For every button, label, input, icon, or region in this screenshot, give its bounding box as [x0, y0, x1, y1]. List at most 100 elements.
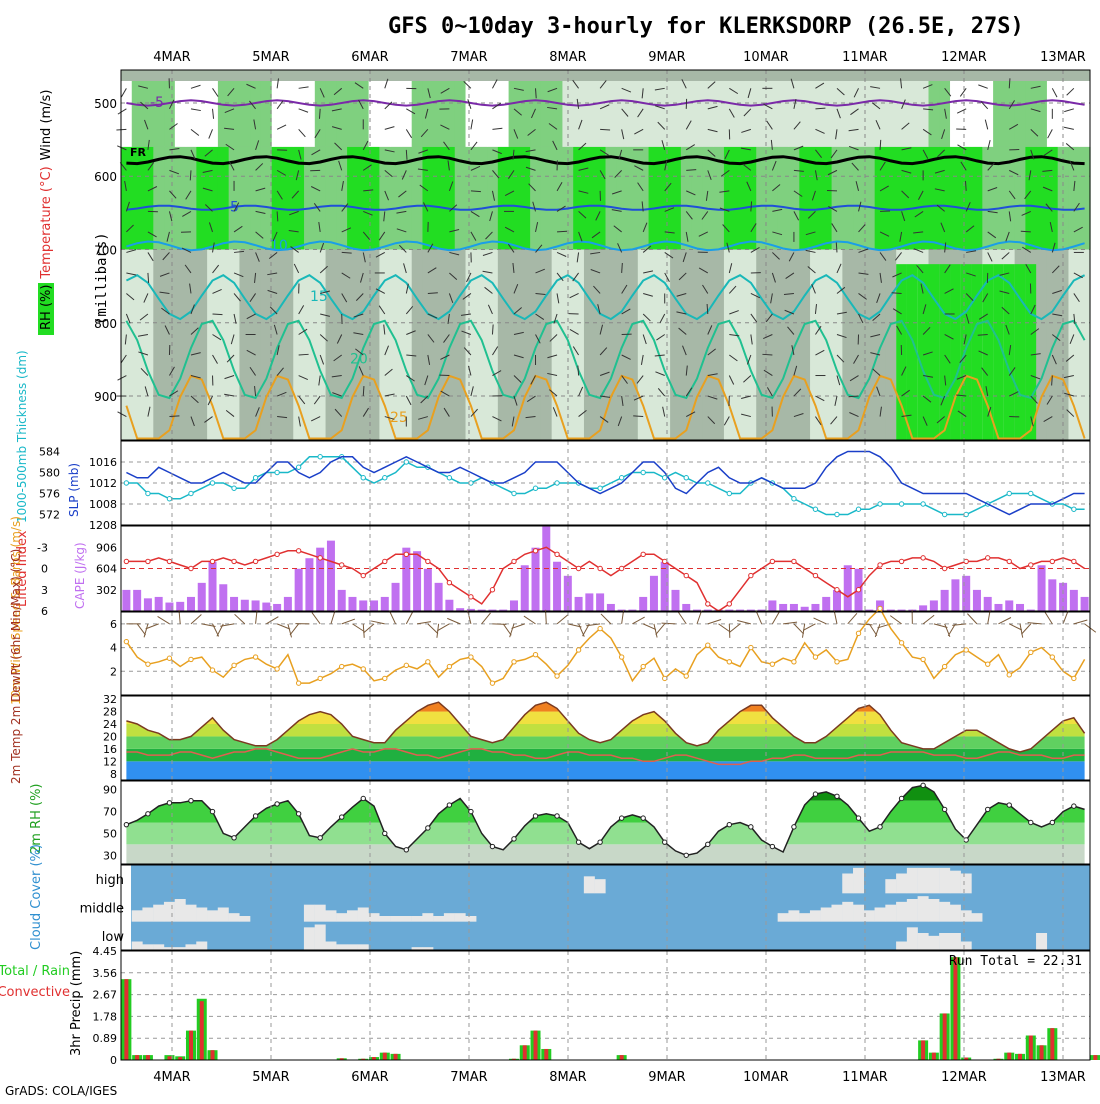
rh-line-marker [1029, 820, 1033, 824]
cape-bar [305, 558, 313, 611]
cape-bar [661, 562, 669, 611]
rh-patch [347, 81, 358, 147]
wind-speed-line-marker [1007, 673, 1011, 677]
cloud-cell [379, 916, 390, 922]
thickness-line-marker [921, 502, 925, 506]
rh-line-marker [275, 802, 279, 806]
precip-convective-bar [394, 1054, 398, 1060]
precip-convective-bar [1040, 1045, 1044, 1060]
cloud-cell [885, 879, 896, 893]
precip-ytick: 2.67 [93, 989, 118, 1002]
wind-barb-10m [406, 611, 413, 623]
rh-line-marker [361, 796, 365, 800]
cloud-cell [207, 910, 218, 921]
rh-patch [1015, 264, 1026, 440]
temp-ytick: 12 [103, 755, 117, 768]
cape-bar [327, 541, 335, 611]
cape-bar [359, 600, 367, 611]
thickness-line-marker [619, 476, 623, 480]
cloud-cell [347, 944, 358, 950]
rh-patch [961, 81, 972, 147]
bottom-date-label: 11MAR [842, 1070, 888, 1085]
rh-patch [1015, 81, 1026, 147]
lifted-index-line-marker [878, 563, 882, 567]
cloud-cell [961, 910, 972, 921]
rh-patch [455, 81, 466, 147]
cape-bar [252, 600, 260, 611]
bottom-date-label: 10MAR [743, 1070, 789, 1085]
cloud-cell [185, 944, 196, 950]
thickness-line-marker [684, 476, 688, 480]
rh-patch [229, 81, 240, 147]
wind-barb-10m [437, 624, 449, 631]
thickness-line-marker [813, 507, 817, 511]
precip-ytick: 0 [110, 1054, 117, 1067]
lifted-index-line-marker [296, 549, 300, 553]
wind-barb [492, 325, 493, 335]
wind-barb-10m [719, 624, 730, 632]
rh-patch [799, 81, 810, 147]
cape-bar [596, 593, 604, 611]
cloud-cell [433, 916, 444, 922]
rh-patch [164, 147, 175, 250]
rh-patch [799, 250, 810, 440]
cape-bar [176, 602, 184, 611]
lifted-index-line-marker [383, 559, 387, 563]
wind-speed-line-marker [318, 676, 322, 680]
precip-legend-total: Total / Rain [0, 964, 70, 979]
rh-patch [1036, 81, 1047, 147]
rh-patch [239, 147, 250, 250]
thickness-line-marker [232, 486, 236, 490]
lifted-index-line-marker [921, 556, 925, 560]
cape-bar [133, 590, 141, 611]
wind-speed-line-marker [684, 674, 688, 678]
lifted-index-line-marker [189, 566, 193, 570]
precip-convective-bar [1018, 1054, 1022, 1060]
rh-patch [670, 147, 681, 250]
cape-bar [1070, 590, 1078, 611]
thickness-line [126, 457, 1084, 515]
cape-bar [973, 590, 981, 611]
cape-bar [801, 607, 809, 611]
upper-air-legend-entry: Temperature (°C) [39, 166, 54, 279]
wind-barb [815, 108, 825, 109]
lifted-index-line-marker [792, 559, 796, 563]
rh-patch [606, 147, 617, 250]
cloud-cell [918, 933, 929, 950]
precip-convective-bar [534, 1031, 538, 1060]
lifted-index-line-marker [856, 588, 860, 592]
run-total-label: Run Total = 22.31 [949, 954, 1082, 969]
precip-convective-bar [544, 1049, 548, 1060]
cloud-cell [336, 913, 347, 922]
wind-speed-line-marker [706, 643, 710, 647]
wind-speed-line-marker [253, 655, 257, 659]
lifted-index-line-marker [210, 559, 214, 563]
rh-line-marker [792, 825, 796, 829]
precip-convective-bar [189, 1031, 193, 1060]
rh-patch [864, 81, 875, 147]
precip-ytick: 4.45 [93, 945, 118, 958]
rh-patch [336, 147, 347, 250]
wind-barb [536, 88, 537, 98]
rh-line-marker [490, 844, 494, 848]
lifted-index-line-marker [318, 556, 322, 560]
lifted-index-line-marker [727, 602, 731, 606]
cloud-cell [939, 902, 950, 922]
cloud-cell [842, 874, 853, 894]
rh-patch [939, 147, 950, 250]
precip-convective-bar [1029, 1036, 1033, 1060]
rh-line-marker [619, 816, 623, 820]
lifted-index-line-marker [964, 559, 968, 563]
cape-bar [122, 590, 130, 611]
thickness-line-marker [253, 476, 257, 480]
precip-ytick: 1.78 [93, 1010, 118, 1023]
wind-speed-line-marker [964, 648, 968, 652]
cape-bar [262, 603, 270, 611]
rh-ytick: 30 [103, 849, 117, 862]
slp-ytick: 1016 [89, 456, 117, 469]
wind-speed-line-marker [619, 655, 623, 659]
cloud-cell [918, 868, 929, 894]
top-date-label: 13MAR [1040, 50, 1086, 65]
wind-barb-10m [729, 624, 740, 633]
